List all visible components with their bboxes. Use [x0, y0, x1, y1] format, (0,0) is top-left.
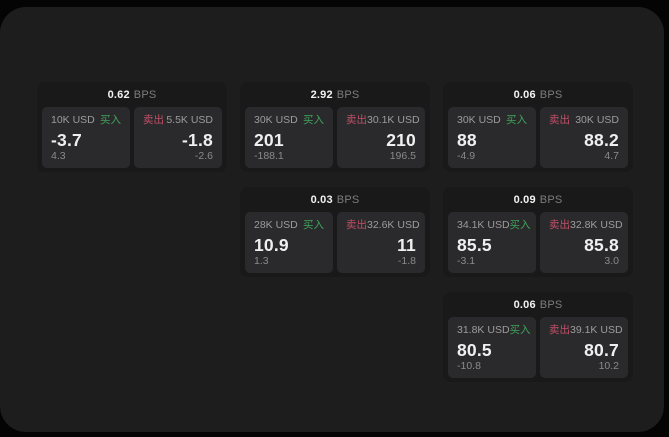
quote-cards-grid: 0.62 BPS 10K USD 买入 -3.7 4.3 卖出 5.5K USD — [37, 82, 633, 382]
sell-sub-value: 3.0 — [604, 255, 619, 267]
sell-price: 85.8 — [584, 235, 619, 255]
buy-price: 85.5 — [457, 235, 492, 255]
buy-sub-value: 4.3 — [51, 150, 66, 162]
buy-amount: 28K USD — [254, 219, 298, 231]
buy-panel[interactable]: 31.8K USD 买入 80.5 -10.8 — [448, 317, 536, 378]
bps-value: 0.03 — [310, 193, 333, 206]
card-header: 0.62 BPS — [37, 82, 227, 107]
bps-unit-label: BPS — [336, 193, 360, 206]
sell-sub-value: 4.7 — [604, 150, 619, 162]
quote-card: 0.09 BPS 34.1K USD 买入 85.5 -3.1 卖出 32.8K… — [443, 187, 633, 277]
buy-price: 10.9 — [254, 235, 289, 255]
quote-card: 0.03 BPS 28K USD 买入 10.9 1.3 卖出 32.6K US… — [240, 187, 430, 277]
quote-card: 0.06 BPS 30K USD 买入 88 -4.9 卖出 30K USD — [443, 82, 633, 172]
buy-panel[interactable]: 34.1K USD 买入 85.5 -3.1 — [448, 212, 536, 273]
sell-panel[interactable]: 卖出 5.5K USD -1.8 -2.6 — [134, 107, 222, 168]
buy-amount: 10K USD — [51, 114, 95, 126]
sell-amount: 5.5K USD — [166, 114, 213, 126]
card-header: 0.06 BPS — [443, 292, 633, 317]
buy-amount: 31.8K USD — [457, 324, 510, 336]
sell-amount: 30K USD — [575, 114, 619, 126]
card-body: 28K USD 买入 10.9 1.3 卖出 32.6K USD 11 -1.8 — [240, 212, 430, 277]
bps-value: 0.09 — [513, 193, 536, 206]
bps-value: 2.92 — [310, 88, 333, 101]
buy-amount: 30K USD — [254, 114, 298, 126]
card-header: 0.09 BPS — [443, 187, 633, 212]
sell-price: -1.8 — [182, 130, 213, 150]
sell-panel[interactable]: 卖出 30K USD 88.2 4.7 — [540, 107, 628, 168]
buy-side-label: 买入 — [506, 114, 527, 126]
bps-unit-label: BPS — [539, 88, 563, 101]
buy-price: -3.7 — [51, 130, 82, 150]
card-header: 2.92 BPS — [240, 82, 430, 107]
sell-side-label: 卖出 — [549, 114, 570, 126]
sell-side-label: 卖出 — [346, 219, 367, 231]
sell-side-label: 卖出 — [346, 114, 367, 126]
buy-panel[interactable]: 30K USD 买入 201 -188.1 — [245, 107, 333, 168]
buy-panel[interactable]: 28K USD 买入 10.9 1.3 — [245, 212, 333, 273]
sell-amount: 39.1K USD — [570, 324, 623, 336]
sell-price: 80.7 — [584, 340, 619, 360]
sell-side-label: 卖出 — [143, 114, 164, 126]
sell-panel[interactable]: 卖出 39.1K USD 80.7 10.2 — [540, 317, 628, 378]
sell-sub-value: -2.6 — [194, 150, 213, 162]
card-header: 0.03 BPS — [240, 187, 430, 212]
sell-price: 11 — [397, 235, 416, 255]
bps-unit-label: BPS — [539, 193, 563, 206]
bps-unit-label: BPS — [133, 88, 157, 101]
sell-amount: 30.1K USD — [367, 114, 420, 126]
buy-sub-value: -3.1 — [457, 255, 476, 267]
buy-sub-value: -188.1 — [254, 150, 284, 162]
app-surface: 0.62 BPS 10K USD 买入 -3.7 4.3 卖出 5.5K USD — [0, 7, 664, 432]
sell-sub-value: -1.8 — [397, 255, 416, 267]
card-body: 10K USD 买入 -3.7 4.3 卖出 5.5K USD -1.8 -2.… — [37, 107, 227, 172]
quote-card: 0.06 BPS 31.8K USD 买入 80.5 -10.8 卖出 39.1… — [443, 292, 633, 382]
sell-amount: 32.8K USD — [570, 219, 623, 231]
sell-sub-value: 10.2 — [598, 360, 619, 372]
buy-sub-value: -4.9 — [457, 150, 476, 162]
bps-value: 0.06 — [513, 298, 536, 311]
buy-sub-value: 1.3 — [254, 255, 269, 267]
buy-price: 88 — [457, 130, 477, 150]
card-body: 30K USD 买入 201 -188.1 卖出 30.1K USD 210 1… — [240, 107, 430, 172]
quote-card: 2.92 BPS 30K USD 买入 201 -188.1 卖出 30.1K … — [240, 82, 430, 172]
sell-side-label: 卖出 — [549, 324, 570, 336]
sell-panel[interactable]: 卖出 32.8K USD 85.8 3.0 — [540, 212, 628, 273]
buy-side-label: 买入 — [303, 219, 324, 231]
buy-side-label: 买入 — [100, 114, 121, 126]
sell-price: 210 — [386, 130, 416, 150]
card-body: 31.8K USD 买入 80.5 -10.8 卖出 39.1K USD 80.… — [443, 317, 633, 382]
buy-side-label: 买入 — [303, 114, 324, 126]
buy-sub-value: -10.8 — [457, 360, 481, 372]
bps-value: 0.62 — [107, 88, 130, 101]
bps-unit-label: BPS — [336, 88, 360, 101]
card-body: 34.1K USD 买入 85.5 -3.1 卖出 32.8K USD 85.8… — [443, 212, 633, 277]
buy-panel[interactable]: 30K USD 买入 88 -4.9 — [448, 107, 536, 168]
sell-price: 88.2 — [584, 130, 619, 150]
quote-card: 0.62 BPS 10K USD 买入 -3.7 4.3 卖出 5.5K USD — [37, 82, 227, 172]
buy-price: 80.5 — [457, 340, 492, 360]
buy-amount: 30K USD — [457, 114, 501, 126]
bps-unit-label: BPS — [539, 298, 563, 311]
buy-amount: 34.1K USD — [457, 219, 510, 231]
sell-side-label: 卖出 — [549, 219, 570, 231]
card-body: 30K USD 买入 88 -4.9 卖出 30K USD 88.2 4.7 — [443, 107, 633, 172]
sell-sub-value: 196.5 — [389, 150, 416, 162]
bps-value: 0.06 — [513, 88, 536, 101]
card-header: 0.06 BPS — [443, 82, 633, 107]
buy-price: 201 — [254, 130, 284, 150]
buy-panel[interactable]: 10K USD 买入 -3.7 4.3 — [42, 107, 130, 168]
buy-side-label: 买入 — [509, 324, 531, 336]
sell-amount: 32.6K USD — [367, 219, 420, 231]
sell-panel[interactable]: 卖出 30.1K USD 210 196.5 — [337, 107, 425, 168]
buy-side-label: 买入 — [509, 219, 531, 231]
sell-panel[interactable]: 卖出 32.6K USD 11 -1.8 — [337, 212, 425, 273]
